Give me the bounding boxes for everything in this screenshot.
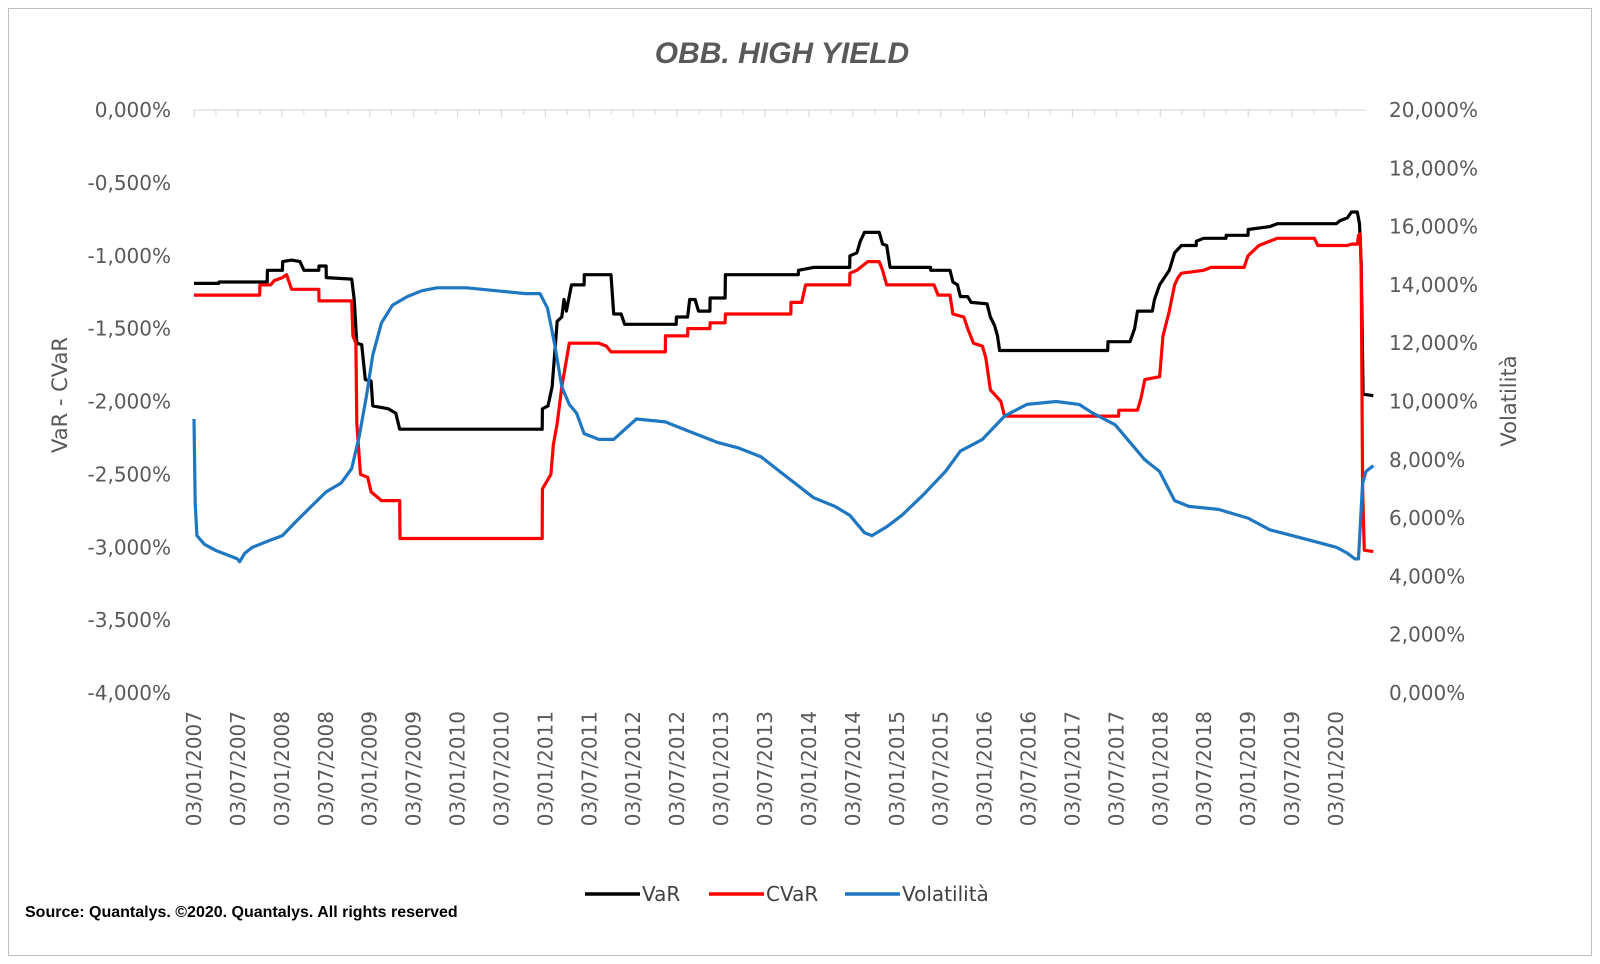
x-tick-label: 03/01/2019	[1236, 711, 1260, 826]
x-tick-label: 03/01/2012	[621, 711, 645, 826]
x-tick-label: 03/01/2009	[358, 711, 382, 826]
series-line-volatilit	[192, 286, 1375, 564]
x-tick-label: 03/07/2008	[314, 711, 338, 826]
legend-label: VaR	[642, 882, 680, 906]
x-tick-label: 03/01/2017	[1060, 711, 1084, 826]
y-tick-label: 0,000%	[95, 98, 171, 122]
x-tick-label: 03/07/2007	[226, 711, 250, 826]
y2-tick-label: 4,000%	[1389, 564, 1465, 588]
x-tick-label: 03/01/2020	[1324, 711, 1348, 826]
x-tick-label: 03/07/2011	[577, 711, 601, 826]
y-tick-label: -2,500%	[88, 462, 171, 486]
y-tick-label: -3,000%	[88, 535, 171, 559]
x-tick-label: 03/07/2010	[489, 711, 513, 826]
legend-label: Volatilità	[902, 882, 989, 906]
x-tick-label: 03/01/2016	[973, 711, 997, 826]
chart-frame: OBB. HIGH YIELD VaR - CVaR Volatilità 0,…	[8, 8, 1592, 956]
y2-tick-label: 2,000%	[1389, 623, 1465, 647]
series-line-var	[194, 210, 1374, 431]
x-tick-label: 03/01/2010	[446, 711, 470, 826]
x-tick-label: 03/07/2009	[402, 711, 426, 826]
y-tick-label: -1,500%	[88, 317, 171, 341]
y2-tick-label: 8,000%	[1389, 448, 1465, 472]
x-tick-label: 03/07/2019	[1280, 711, 1304, 826]
x-tick-label: 03/07/2013	[753, 711, 777, 826]
chart-title: OBB. HIGH YIELD	[655, 37, 909, 70]
legend-label: CVaR	[766, 882, 818, 906]
legend: VaR CVaR Volatilità	[585, 882, 989, 906]
x-tick-label: 03/01/2013	[709, 711, 733, 826]
x-tick-label: 03/01/2015	[885, 711, 909, 826]
x-tick-label: 03/01/2011	[533, 711, 557, 826]
y2-axis-title: Volatilità	[1497, 355, 1521, 446]
y-tick-labels: 0,000% -0,500% -1,000% -1,500% -2,000% -2,500…	[88, 98, 171, 705]
y2-tick-label: 12,000%	[1389, 331, 1478, 355]
x-tick-label: 03/01/2008	[270, 711, 294, 826]
x-tick-label: 03/07/2018	[1192, 711, 1216, 826]
y-tick-label: -4,000%	[88, 681, 171, 705]
y2-tick-label: 14,000%	[1389, 273, 1478, 297]
x-axis: 03/01/2007 03/07/2007 03/01/2008 03/07/2008…	[182, 109, 1366, 826]
chart-svg: OBB. HIGH YIELD VaR - CVaR Volatilità 0,…	[25, 37, 1521, 921]
y-tick-label: -1,000%	[88, 244, 171, 268]
x-tick-label: 03/07/2015	[929, 711, 953, 826]
y2-tick-label: 0,000%	[1389, 681, 1465, 705]
y2-tick-label: 20,000%	[1389, 98, 1478, 122]
x-tick-label: 03/01/2014	[797, 711, 821, 826]
y2-tick-label: 18,000%	[1389, 156, 1478, 180]
y-tick-label: -0,500%	[88, 171, 171, 195]
source-note: Source: Quantalys. ©2020. Quantalys. All…	[25, 904, 458, 921]
series-line-cvar	[194, 232, 1374, 554]
x-tick-label: 03/07/2016	[1017, 711, 1041, 826]
y2-tick-labels: 20,000% 18,000% 16,000% 14,000% 12,000% 10,00…	[1389, 98, 1478, 705]
x-tick-label: 03/07/2017	[1104, 711, 1128, 826]
x-tick-label: 03/01/2007	[182, 711, 206, 826]
y2-tick-label: 6,000%	[1389, 506, 1465, 530]
y2-tick-label: 10,000%	[1389, 390, 1478, 414]
y-tick-label: -3,500%	[88, 608, 171, 632]
x-tick-label: 03/07/2012	[665, 711, 689, 826]
x-tick-label: 03/07/2014	[841, 711, 865, 826]
y-axis-title: VaR - CVaR	[48, 337, 72, 453]
x-tick-label: 03/01/2018	[1148, 711, 1172, 826]
y-tick-label: -2,000%	[88, 390, 171, 414]
y2-tick-label: 16,000%	[1389, 215, 1478, 239]
series-layer	[192, 210, 1375, 564]
